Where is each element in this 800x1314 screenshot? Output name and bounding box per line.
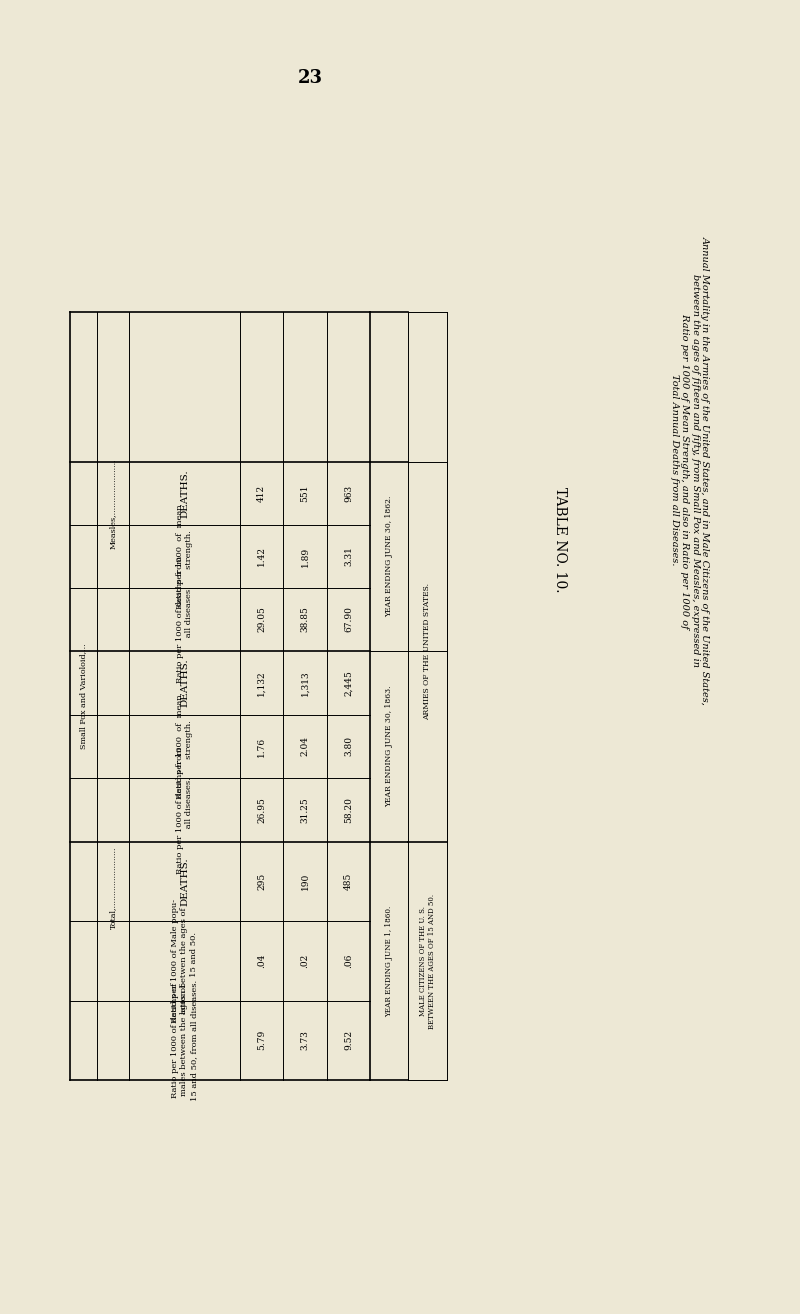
Text: Ratio per 1000 of deaths of
males between the ages of
15 and 50, from all diseas: Ratio per 1000 of deaths of males betwee… bbox=[171, 980, 198, 1101]
Text: 29.05: 29.05 bbox=[257, 607, 266, 632]
Text: 38.85: 38.85 bbox=[301, 607, 310, 632]
Text: MALE CITIZENS OF THE U. S.
BETWEEN THE AGES OF 15 AND 50.: MALE CITIZENS OF THE U. S. BETWEEN THE A… bbox=[419, 894, 436, 1029]
Text: Ratio per 1000 of Male popu-
lation betwen the ages of
     15 and 50.: Ratio per 1000 of Male popu- lation betw… bbox=[171, 899, 198, 1024]
Text: 23: 23 bbox=[298, 70, 322, 87]
Text: Total,........................: Total,........................ bbox=[109, 846, 117, 929]
Text: .02: .02 bbox=[301, 954, 310, 968]
Text: 3.80: 3.80 bbox=[344, 737, 353, 757]
Text: Small Pox and Varioloid,...: Small Pox and Varioloid,... bbox=[79, 643, 87, 749]
Text: 5.79: 5.79 bbox=[257, 1030, 266, 1050]
Text: YEAR ENDING JUNE 1, 1860.: YEAR ENDING JUNE 1, 1860. bbox=[385, 905, 393, 1017]
Text: TABLE NO. 10.: TABLE NO. 10. bbox=[553, 487, 567, 593]
Text: 3.31: 3.31 bbox=[344, 547, 353, 566]
Text: 2.04: 2.04 bbox=[301, 737, 310, 757]
Text: 1,132: 1,132 bbox=[257, 670, 266, 695]
Text: DEATHS.: DEATHS. bbox=[180, 658, 189, 707]
Text: Ratio per 1000 of deaths from
      all diseases.: Ratio per 1000 of deaths from all diseas… bbox=[176, 746, 193, 874]
Text: 31.25: 31.25 bbox=[301, 798, 310, 823]
Text: 58.20: 58.20 bbox=[344, 798, 353, 823]
Text: DEATHS.: DEATHS. bbox=[180, 857, 189, 905]
Text: Ratio per 1000 of deaths from
      all diseases.: Ratio per 1000 of deaths from all diseas… bbox=[176, 556, 193, 683]
Text: 485: 485 bbox=[344, 872, 353, 891]
Text: ARMIES OF THE UNITED STATES.: ARMIES OF THE UNITED STATES. bbox=[423, 583, 431, 720]
Text: Measles,......................: Measles,...................... bbox=[109, 459, 117, 549]
Text: 412: 412 bbox=[257, 485, 266, 502]
Text: 551: 551 bbox=[301, 485, 310, 502]
Text: 9.52: 9.52 bbox=[344, 1030, 353, 1050]
Text: 1.42: 1.42 bbox=[257, 547, 266, 566]
Text: 190: 190 bbox=[301, 872, 310, 891]
Text: 2,445: 2,445 bbox=[344, 670, 353, 696]
Text: 963: 963 bbox=[344, 485, 353, 502]
Text: YEAR ENDING JUNE 30, 1863.: YEAR ENDING JUNE 30, 1863. bbox=[385, 686, 393, 807]
Text: 295: 295 bbox=[257, 872, 266, 891]
Text: 26.95: 26.95 bbox=[257, 798, 266, 823]
Text: 1.76: 1.76 bbox=[257, 736, 266, 757]
Text: 3.73: 3.73 bbox=[301, 1030, 310, 1050]
Text: 1.89: 1.89 bbox=[301, 547, 310, 566]
Text: Annual Mortality in the Armies of the United States, and in Male Citizens of the: Annual Mortality in the Armies of the Un… bbox=[670, 235, 710, 704]
Text: YEAR ENDING JUNE 30, 1862.: YEAR ENDING JUNE 30, 1862. bbox=[385, 495, 393, 618]
Text: DEATHS.: DEATHS. bbox=[180, 469, 189, 518]
Text: Ratio per 1000  of  mean
     strength.: Ratio per 1000 of mean strength. bbox=[176, 694, 193, 799]
Text: 67.90: 67.90 bbox=[344, 607, 353, 632]
Text: .04: .04 bbox=[257, 954, 266, 968]
Text: .06: .06 bbox=[344, 954, 353, 968]
Text: 1,313: 1,313 bbox=[301, 670, 310, 695]
Text: Ratio per 1000  of  mean
     strength.: Ratio per 1000 of mean strength. bbox=[176, 505, 193, 608]
